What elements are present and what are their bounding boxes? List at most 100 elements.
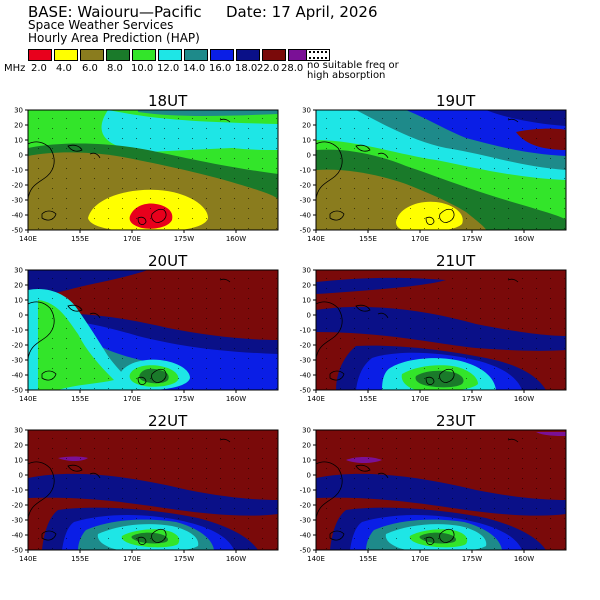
frequency-legend: MHz 2.0 4.0 6.0 8.0 10.0 12.0 14.0 16.0 …	[0, 44, 600, 84]
legend-label: 2.0	[31, 63, 47, 74]
lat-tick-label: -10	[300, 327, 311, 335]
contour-band	[139, 368, 169, 384]
coastline	[377, 152, 389, 159]
contour-band	[131, 532, 168, 544]
lon-tick-label: 160W	[514, 555, 534, 563]
panel-time-label: 19UT	[436, 92, 476, 110]
coastline	[137, 376, 147, 386]
lat-tick-label: -10	[12, 487, 23, 495]
contour-band	[58, 456, 88, 461]
contour-band	[419, 532, 456, 544]
legend-swatch-12	[158, 49, 182, 61]
map-panel-23ut: 30 20 10 0 -10 -20 -30 -40 -50 140E 155E 170E 175W 16…	[288, 412, 584, 568]
lat-tick-label: 0	[19, 152, 23, 160]
coastline	[28, 301, 55, 361]
lat-tick-label: 20	[302, 282, 311, 290]
legend-label: 22.0	[257, 63, 280, 74]
coastline	[316, 301, 343, 361]
lon-tick-label: 175W	[462, 235, 482, 243]
coastline	[28, 461, 55, 521]
lat-tick-label: 20	[302, 442, 311, 450]
legend-label: 16.0	[209, 63, 232, 74]
coastline	[507, 438, 519, 443]
coastline	[151, 528, 167, 543]
lat-tick-label: -40	[12, 372, 23, 380]
legend-label: 8.0	[107, 63, 123, 74]
legend-swatch-14	[184, 49, 208, 61]
contour-band	[178, 127, 278, 150]
lat-tick-label: -30	[12, 517, 23, 525]
legend-label: 4.0	[56, 63, 72, 74]
lon-tick-label: 155E	[71, 395, 89, 403]
lat-tick-label: -20	[12, 182, 23, 190]
coastline	[67, 144, 83, 152]
lat-tick-label: -20	[300, 342, 311, 350]
lat-tick-label: -40	[300, 212, 311, 220]
contour-band	[28, 270, 148, 304]
lon-tick-label: 175W	[462, 395, 482, 403]
lat-tick-label: -50	[12, 387, 23, 395]
coastline	[425, 216, 435, 226]
coastline	[355, 144, 371, 152]
coastline	[425, 536, 435, 546]
lat-tick-label: 30	[302, 107, 311, 115]
coastline	[355, 304, 371, 312]
coastline	[67, 464, 83, 472]
panel-time-label: 20UT	[148, 252, 188, 270]
coastline	[329, 210, 345, 221]
lat-tick-label: -20	[12, 502, 23, 510]
map-panel-22ut: 30 20 10 0 -10 -20 -30 -40 -50 140E 155E 170E 175W 16…	[0, 412, 296, 568]
legend-label: 6.0	[82, 63, 98, 74]
lat-tick-label: -50	[300, 547, 311, 555]
legend-swatch-4	[54, 49, 78, 61]
lon-tick-label: 155E	[359, 555, 377, 563]
contour-band	[129, 203, 173, 229]
lon-tick-label: 140E	[307, 555, 325, 563]
coastline	[377, 472, 389, 479]
lat-tick-label: 20	[14, 122, 23, 130]
lon-tick-label: 155E	[71, 235, 89, 243]
organisation-name: Space Weather Services	[28, 18, 174, 32]
lon-tick-label: 170E	[411, 395, 429, 403]
coastline	[28, 141, 55, 201]
legend-swatch-2	[28, 49, 52, 61]
contour-band	[28, 473, 278, 516]
lat-tick-label: -10	[12, 167, 23, 175]
coastline	[377, 312, 389, 319]
lon-tick-label: 170E	[411, 235, 429, 243]
coastline	[151, 208, 167, 223]
coastline	[329, 530, 345, 541]
coastline	[89, 152, 101, 159]
lat-tick-label: -40	[12, 212, 23, 220]
panel-time-label: 18UT	[148, 92, 188, 110]
lon-tick-label: 170E	[123, 555, 141, 563]
lat-tick-label: -30	[300, 197, 311, 205]
legend-no-info-text: high absorption	[307, 70, 386, 81]
lat-tick-label: -10	[12, 327, 23, 335]
lat-tick-label: 30	[14, 427, 23, 435]
lon-tick-label: 160W	[226, 235, 246, 243]
lon-tick-label: 140E	[307, 235, 325, 243]
coastline	[439, 528, 455, 543]
coastline	[355, 464, 371, 472]
coastline	[316, 141, 343, 201]
panel-time-label: 22UT	[148, 412, 188, 430]
coastline	[439, 368, 455, 383]
legend-unit: MHz	[4, 63, 26, 74]
map-panel-21ut: 30 20 10 0 -10 -20 -30 -40 -50 140E 155E 170E 175W 16…	[288, 252, 584, 408]
coastline	[89, 312, 101, 319]
coastline	[67, 304, 83, 312]
lon-tick-label: 155E	[359, 235, 377, 243]
lon-tick-label: 170E	[123, 235, 141, 243]
coastline	[219, 438, 231, 443]
panel-time-label: 23UT	[436, 412, 476, 430]
legend-label: 18.0	[235, 63, 258, 74]
legend-swatch-6	[80, 49, 104, 61]
lat-tick-label: 10	[302, 297, 311, 305]
coastline	[41, 370, 57, 381]
coastline	[151, 368, 167, 383]
coastline	[316, 461, 343, 521]
lon-tick-label: 175W	[174, 555, 194, 563]
